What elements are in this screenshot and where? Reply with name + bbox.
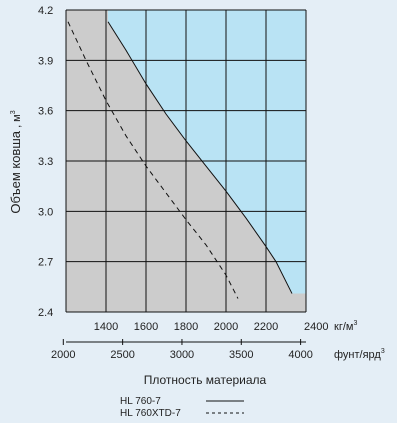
x-tick-label-lb: 2000 xyxy=(51,349,75,361)
x-tick-label-kg: 1800 xyxy=(174,321,198,333)
x-tick-label-lb: 3500 xyxy=(229,349,253,361)
axis-labels: Плотность материала Объем ковша , м3 xyxy=(8,110,267,387)
x-unit-kg-sup: 3 xyxy=(353,320,357,327)
x-unit-lb-text: фунт/ярд xyxy=(334,349,381,361)
x-tick-label-lb: 2500 xyxy=(110,349,134,361)
x-tick-label-kg: 1600 xyxy=(134,321,158,333)
x-axis-title: Плотность материала xyxy=(144,373,267,387)
x-tick-label-kg: 1400 xyxy=(94,321,118,333)
y-tick-label: 3.0 xyxy=(38,206,53,218)
y-tick-label: 2.7 xyxy=(38,257,53,269)
x-tick-labels-kg: 1400 1600 1800 2000 2200 2400 кг/м3 xyxy=(94,320,358,333)
series-line-hl760xtd7 xyxy=(67,21,239,299)
chart-series xyxy=(67,21,293,299)
x-tick-label-kg: 2400 xyxy=(304,321,328,333)
x-tick-label-lb: 3000 xyxy=(170,349,194,361)
series-line-hl7607 xyxy=(107,21,293,294)
y-tick-label: 3.9 xyxy=(38,55,53,67)
x-tick-label-lb: 4000 xyxy=(288,349,312,361)
x-tick-labels-lb: 2000 2500 3000 3500 4000 фунт/ярд3 xyxy=(51,339,385,361)
legend: HL 760-7HL 760XTD-7 xyxy=(120,396,244,419)
y-axis-title-text: Объем ковша xyxy=(8,130,23,213)
legend-label: HL 760XTD-7 xyxy=(120,408,181,419)
blue-region xyxy=(108,10,306,294)
y-axis-title-sup: 3 xyxy=(10,110,17,114)
y-tick-labels: 4.2 3.9 3.6 3.3 3.0 2.7 2.4 xyxy=(38,5,53,319)
legend-label: HL 760-7 xyxy=(120,396,161,407)
y-tick-label: 3.6 xyxy=(38,106,53,118)
y-tick-label: 2.4 xyxy=(38,307,53,319)
x-unit-lb-sup: 3 xyxy=(381,348,385,355)
x-tick-label-kg: 2000 xyxy=(214,321,238,333)
x-tick-label-kg: 2200 xyxy=(254,321,278,333)
x-unit-kg: кг/м3 xyxy=(334,320,357,333)
y-tick-label: 3.3 xyxy=(38,156,53,168)
y-axis-title: Объем ковша , м3 xyxy=(8,110,23,213)
x-unit-lb: фунт/ярд3 xyxy=(334,348,385,361)
y-tick-label: 4.2 xyxy=(38,5,53,17)
x-unit-kg-text: кг/м xyxy=(334,321,353,333)
chart-grid xyxy=(65,9,307,313)
y-axis-title-unit: , м xyxy=(11,114,23,131)
